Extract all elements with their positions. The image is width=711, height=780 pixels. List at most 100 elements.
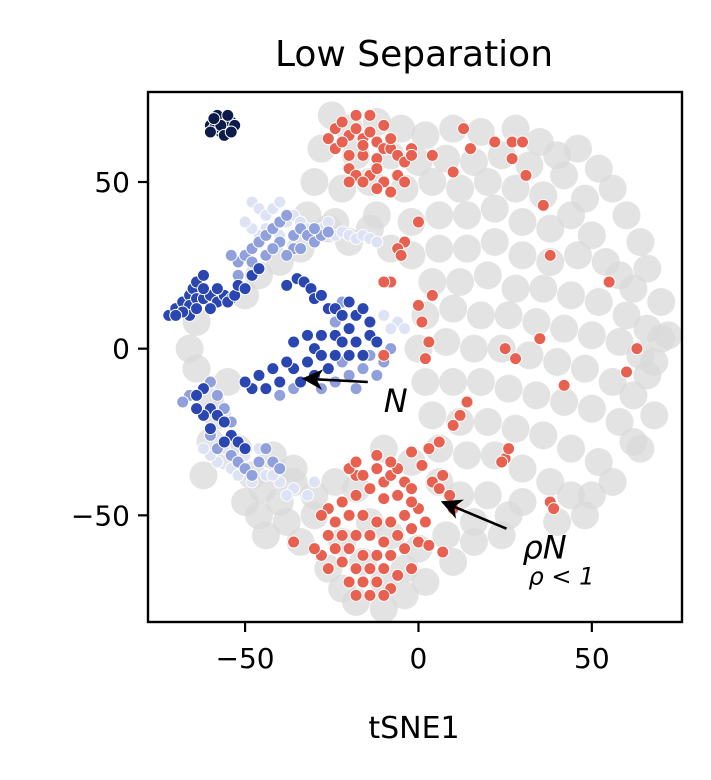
point-gray-cloud [473, 481, 502, 510]
point-gray-cloud [605, 328, 634, 356]
point-red [602, 275, 616, 289]
point-blue-mid [280, 355, 294, 369]
point-red [436, 545, 450, 559]
point-gray-cloud [459, 528, 488, 556]
point-blue-mid [169, 308, 183, 322]
point-gray-cloud [473, 408, 502, 436]
chart-title: Low Separation [275, 34, 553, 75]
point-blue-light [280, 248, 294, 262]
point-blue-pale [307, 475, 321, 489]
point-gray-cloud [182, 354, 211, 383]
point-gray-cloud [598, 174, 627, 203]
point-red [377, 562, 391, 576]
point-gray-cloud [577, 321, 606, 350]
point-gray-cloud [640, 401, 669, 430]
point-gray-cloud [529, 181, 558, 210]
point-blue-mid [196, 282, 210, 296]
y-tick-label: 0 [112, 333, 130, 366]
point-gray-cloud [425, 201, 454, 230]
point-red [509, 352, 523, 366]
point-red [391, 528, 405, 542]
point-gray-cloud [397, 208, 426, 236]
point-gray-cloud [612, 301, 641, 330]
point-gray-cloud [411, 368, 440, 396]
point-blue-mid [321, 362, 335, 376]
point-blue-mid [356, 302, 370, 316]
y-tick-label: 50 [94, 166, 130, 199]
point-gray-cloud [459, 334, 488, 363]
point-blue-mid [190, 388, 204, 402]
point-blue-mid [252, 368, 266, 382]
point-red [422, 335, 436, 349]
point-red [349, 562, 363, 576]
point-gray-cloud [633, 254, 662, 283]
point-blue-mid [266, 362, 280, 376]
point-blue-dark [203, 125, 217, 139]
point-blue-light [314, 382, 328, 396]
point-red [377, 588, 391, 602]
point-blue-light [321, 225, 335, 239]
point-red [349, 488, 363, 502]
point-blue-light [252, 455, 266, 469]
point-gray-cloud [626, 434, 655, 463]
point-blue-light [176, 395, 190, 409]
point-red [425, 288, 439, 302]
point-red [328, 515, 342, 529]
point-red [457, 122, 471, 136]
point-red [505, 152, 519, 166]
point-gray-cloud [508, 454, 537, 483]
point-red [391, 488, 405, 502]
point-gray-cloud [459, 508, 488, 536]
point-blue-mid [217, 435, 231, 449]
point-red [432, 435, 446, 449]
point-red [370, 448, 384, 462]
point-gray-cloud [272, 508, 301, 536]
point-gray-cloud [522, 381, 551, 410]
point-gray-cloud [543, 508, 572, 536]
point-red [363, 562, 377, 576]
point-red [363, 125, 377, 139]
point-blue-mid [252, 262, 266, 276]
point-gray-cloud [598, 468, 627, 496]
point-red [321, 132, 335, 146]
point-red [377, 348, 391, 362]
point-gray-cloud [577, 394, 606, 423]
point-blue-pale [238, 215, 252, 229]
point-red [391, 568, 405, 582]
point-gray-cloud [522, 308, 551, 336]
point-blue-mid [342, 322, 356, 336]
point-gray-cloud [536, 468, 565, 496]
point-red [488, 135, 502, 149]
point-red [436, 468, 450, 482]
point-red [519, 168, 533, 182]
point-red [356, 575, 370, 589]
point-blue-light [245, 468, 259, 482]
point-red [356, 175, 370, 189]
point-blue-light [349, 382, 363, 396]
point-gray-cloud [189, 461, 218, 490]
point-gray-cloud [446, 268, 475, 296]
point-red [405, 562, 419, 576]
point-gray-cloud [300, 501, 329, 530]
x-axis-label: tSNE1 [368, 711, 459, 746]
point-red [384, 132, 398, 146]
point-gray-cloud [453, 234, 482, 263]
point-gray-cloud [231, 488, 260, 516]
point-gray-cloud [425, 434, 454, 463]
point-gray-cloud [563, 241, 592, 270]
point-red [453, 408, 467, 422]
point-gray-cloud [286, 528, 315, 556]
point-gray-cloud [411, 121, 440, 150]
point-red [356, 508, 370, 522]
point-red [370, 575, 384, 589]
point-red [335, 528, 349, 542]
point-blue-light [370, 368, 384, 382]
point-red [398, 542, 412, 556]
point-red [349, 122, 363, 136]
point-blue-mid [314, 348, 328, 362]
point-red [415, 458, 429, 472]
point-red [557, 378, 571, 392]
point-gray-cloud [570, 354, 599, 383]
point-blue-mid [273, 375, 287, 389]
